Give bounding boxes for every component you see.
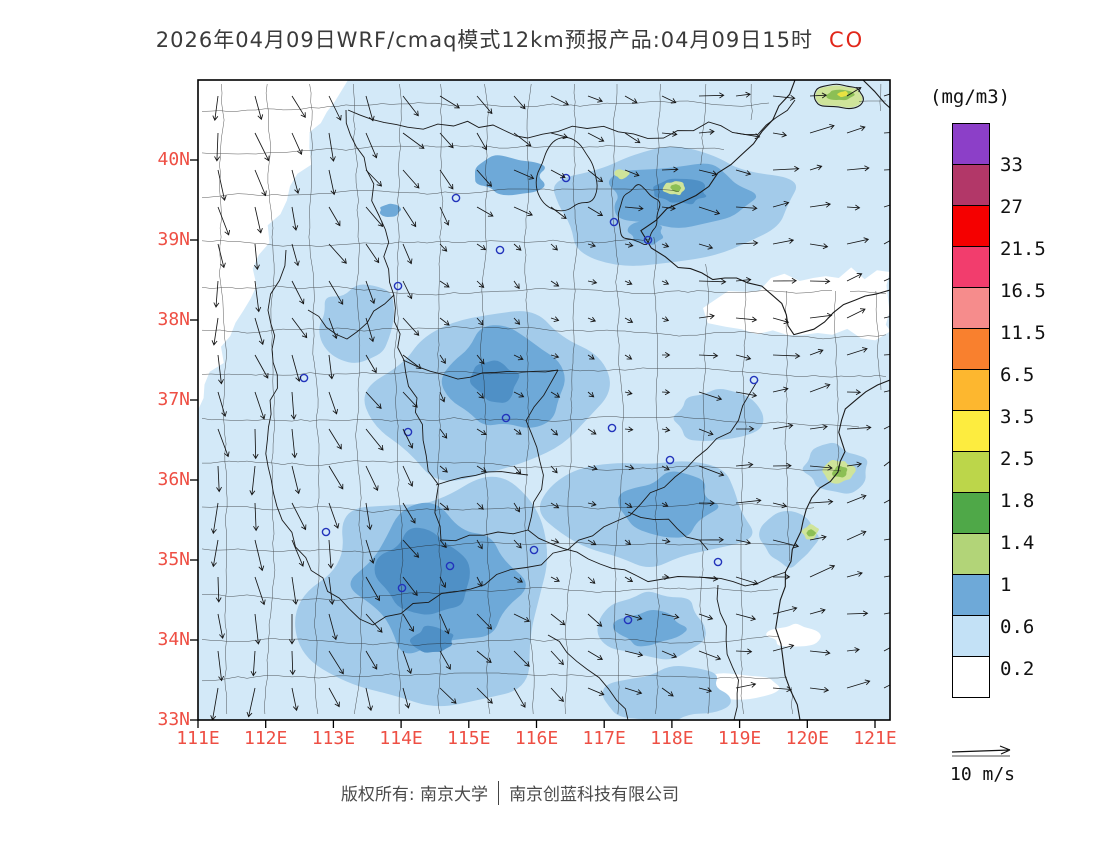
city-marker <box>529 545 539 555</box>
y-tick-label: 37N <box>157 389 190 410</box>
colorbar-unit: (mg/m3) <box>930 86 1011 108</box>
title-species: CO <box>828 28 865 52</box>
colorbar-label: 1.8 <box>1000 490 1035 512</box>
city-marker <box>607 423 617 433</box>
colorbar-swatch <box>952 123 990 165</box>
colorbar-label: 11.5 <box>1000 322 1046 344</box>
colorbar-swatch <box>952 205 990 247</box>
y-tick-label: 40N <box>157 149 190 170</box>
colorbar-swatch <box>952 451 990 493</box>
wind-reference-arrow-icon <box>951 745 1011 757</box>
colorbar-label: 16.5 <box>1000 280 1046 302</box>
x-tick-label: 117E <box>582 728 626 749</box>
city-marker <box>665 455 675 465</box>
footer-divider <box>498 780 500 805</box>
wind-legend-label: 10 m/s <box>950 764 1016 785</box>
city-marker <box>623 615 633 625</box>
y-tick-label: 34N <box>157 629 190 650</box>
colorbar-swatch <box>952 164 990 206</box>
colorbar-swatch <box>952 574 990 616</box>
colorbar-label: 2.5 <box>1000 448 1035 470</box>
wind-legend: 10 m/s <box>948 740 1048 785</box>
city-marker <box>713 557 723 567</box>
colorbar-label: 0.6 <box>1000 616 1035 638</box>
colorbar-swatch <box>952 246 990 288</box>
footer-owner: 版权所有: 南京大学 <box>340 785 489 805</box>
colorbar-label: 1 <box>1000 574 1012 596</box>
city-marker <box>495 245 505 255</box>
y-tick-label: 38N <box>157 309 190 330</box>
colorbar-label: 1.4 <box>1000 532 1035 554</box>
colorbar-swatch <box>952 615 990 657</box>
city-marker <box>445 561 455 571</box>
x-tick-label: 112E <box>244 728 288 749</box>
colorbar-label: 6.5 <box>1000 364 1035 386</box>
page-title: 2026年04月09日WRF/cmaq模式12km预报产品:04月09日15时 C… <box>0 24 1020 54</box>
y-tick-label: 39N <box>157 229 190 250</box>
city-marker <box>393 281 403 291</box>
x-tick-label: 118E <box>650 728 694 749</box>
colorbar-label: 3.5 <box>1000 406 1035 428</box>
colorbar: 33 27 21.5 16.5 11.5 6.5 3.5 2.5 1.8 1.4 1 0.6 0.2 <box>952 123 1100 698</box>
colorbar-label: 0.2 <box>1000 658 1035 680</box>
city-marker <box>749 375 759 385</box>
colorbar-swatch <box>952 328 990 370</box>
colorbar-label: 21.5 <box>1000 238 1046 260</box>
copyright-footer: 版权所有: 南京大学 南京创蓝科技有限公司 <box>0 780 1020 805</box>
wind-vectors <box>210 87 890 720</box>
colorbar-swatch <box>952 410 990 452</box>
province-boundaries <box>265 80 890 720</box>
colorbar-swatch <box>952 369 990 411</box>
x-tick-label: 119E <box>717 728 762 749</box>
footer-company: 南京创蓝科技有限公司 <box>509 785 680 805</box>
x-tick-label: 115E <box>447 728 491 749</box>
colorbar-swatch <box>952 287 990 329</box>
title-text: 2026年04月09日WRF/cmaq模式12km预报产品:04月09日15时 <box>155 28 813 52</box>
x-tick-label: 116E <box>514 728 559 749</box>
x-tick-label: 111E <box>176 728 220 749</box>
y-tick-label: 36N <box>157 469 190 490</box>
x-tick-label: 113E <box>311 728 356 749</box>
city-marker <box>321 527 331 537</box>
colorbar-label: 27 <box>1000 196 1023 218</box>
city-marker <box>609 217 619 227</box>
map-layers <box>198 80 890 720</box>
axis-ticks <box>190 159 876 728</box>
x-tick-label: 120E <box>785 728 829 749</box>
y-tick-label: 35N <box>157 549 190 570</box>
map-area <box>190 79 891 728</box>
colorbar-swatch <box>952 492 990 534</box>
city-marker <box>451 193 461 203</box>
y-tick-label: 33N <box>157 709 190 730</box>
colorbar-label: 33 <box>1000 154 1023 176</box>
colorbar-swatch <box>952 656 990 698</box>
city-marker <box>397 583 407 593</box>
city-marker <box>643 235 653 245</box>
x-tick-label: 121E <box>853 728 897 749</box>
city-marker <box>501 413 511 423</box>
x-tick-label: 114E <box>379 728 423 749</box>
colorbar-swatch <box>952 533 990 575</box>
forecast-map <box>190 79 891 728</box>
